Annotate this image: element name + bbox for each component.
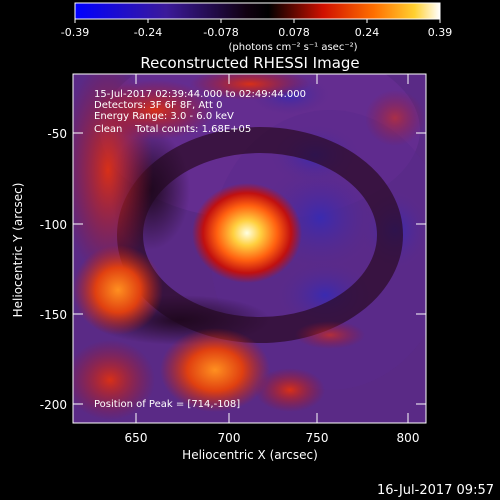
colorbar-tick-label: -0.24 bbox=[134, 26, 162, 39]
footer-timestamp: 16-Jul-2017 09:57 bbox=[377, 483, 494, 498]
emission-arc bbox=[365, 90, 425, 146]
colorbar-units: (photons cm⁻² s⁻¹ asec⁻²) bbox=[228, 42, 357, 53]
plot-frame bbox=[72, 73, 427, 424]
x-tick-label: 700 bbox=[218, 431, 241, 445]
colorbar: -0.39 -0.24 -0.078 0.078 0.24 0.39 (phot… bbox=[61, 2, 453, 53]
x-tick-label: 650 bbox=[125, 431, 148, 445]
emission-arc bbox=[73, 245, 163, 335]
x-tick-label: 800 bbox=[397, 431, 420, 445]
emission-arc bbox=[95, 80, 215, 140]
y-tick-label: -50 bbox=[47, 127, 67, 141]
annotation-peak: Position of Peak = [714,-108] bbox=[94, 399, 240, 410]
emission-arc bbox=[73, 340, 155, 420]
image-field bbox=[73, 74, 426, 423]
colorbar-tick-label: 0.078 bbox=[278, 26, 310, 39]
y-axis-ticks bbox=[73, 132, 426, 405]
annotation-clean: Clean Total counts: 1.68E+05 bbox=[94, 124, 251, 135]
colorbar-tick-label: 0.24 bbox=[355, 26, 380, 39]
emission-arc bbox=[160, 328, 270, 412]
annotation-energy: Energy Range: 3.0 - 6.0 keV bbox=[94, 111, 234, 122]
y-axis-label: Heliocentric Y (arcsec) bbox=[11, 183, 25, 318]
y-tick-label: -150 bbox=[40, 308, 67, 322]
y-tick-label: -200 bbox=[40, 398, 67, 412]
plot-title: Reconstructed RHESSI Image bbox=[140, 54, 359, 72]
emission-arc bbox=[295, 321, 365, 349]
x-tick-label: 750 bbox=[306, 431, 329, 445]
x-axis-ticks bbox=[135, 74, 409, 423]
colorbar-tick-label: -0.078 bbox=[203, 26, 238, 39]
colorbar-tick-label: 0.39 bbox=[428, 26, 453, 39]
colorbar-tick-label: -0.39 bbox=[61, 26, 89, 39]
emission-arc bbox=[190, 74, 310, 100]
annotation-detectors: Detectors: 3F 6F 8F, Att 0 bbox=[94, 100, 222, 111]
colorbar-gradient bbox=[74, 2, 441, 20]
annotation-time-range: 15-Jul-2017 02:39:44.000 to 02:49:44.000 bbox=[94, 89, 306, 100]
x-axis-label: Heliocentric X (arcsec) bbox=[182, 448, 318, 462]
y-tick-label: -100 bbox=[40, 218, 67, 232]
colorbar-tick-marks bbox=[74, 19, 441, 23]
emission-arc bbox=[255, 368, 325, 412]
peak-source bbox=[192, 183, 302, 283]
